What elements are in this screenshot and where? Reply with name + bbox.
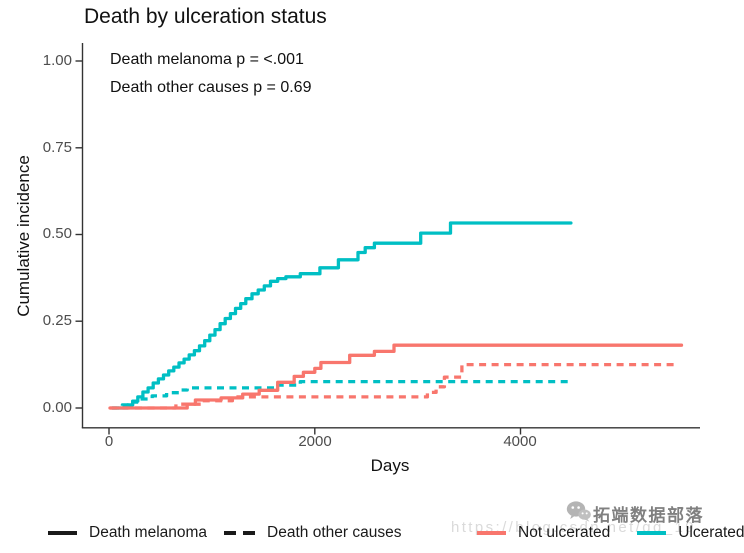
- not-ulcerated-swatch: [477, 531, 506, 535]
- y-tick-label: 1.00: [42, 52, 72, 69]
- solid-line-swatch: [48, 531, 77, 535]
- legend-label-death-melanoma: Death melanoma: [89, 524, 208, 541]
- dashed-line-swatch: [224, 531, 256, 535]
- chart-title: Death by ulceration status: [84, 5, 327, 28]
- annotation-melanoma-pvalue: Death melanoma p = <.001: [110, 51, 304, 68]
- watermark-brand: 拓端数据部落: [593, 506, 704, 525]
- cumulative-incidence-curves: [108, 221, 684, 410]
- annotation-other-pvalue: Death other causes p = 0.69: [110, 79, 312, 96]
- legend-color: Not ulcerated Ulcerated: [477, 524, 744, 542]
- legend-linetype: Death melanoma Death other causes: [48, 524, 401, 542]
- ulcerated-swatch: [637, 531, 667, 535]
- wechat-icon: [566, 501, 591, 522]
- legend-label-ulcerated: Ulcerated: [678, 524, 744, 541]
- y-tick-label: 0.00: [42, 399, 72, 416]
- legend-label-not-ulcerated: Not ulcerated: [518, 524, 611, 541]
- watermark-url: https://blog.csdn.net/qq_19: [451, 519, 696, 536]
- x-tick-label: 4000: [503, 433, 537, 450]
- x-tick-label: 2000: [298, 433, 332, 450]
- curve-ulcerated-death-melanoma: [110, 221, 573, 410]
- x-tick-label: 0: [104, 433, 114, 450]
- curve-ulcerated-death-other: [112, 379, 571, 410]
- y-tick-label: 0.25: [42, 312, 72, 329]
- y-tick-label: 0.50: [42, 225, 72, 242]
- y-tick-label: 0.75: [42, 139, 72, 156]
- curve-not-ulcerated-death-other: [110, 362, 679, 410]
- legend-label-death-other-causes: Death other causes: [267, 524, 402, 541]
- x-axis-title: Days: [370, 456, 410, 475]
- axis-tick-marks: [75, 60, 522, 435]
